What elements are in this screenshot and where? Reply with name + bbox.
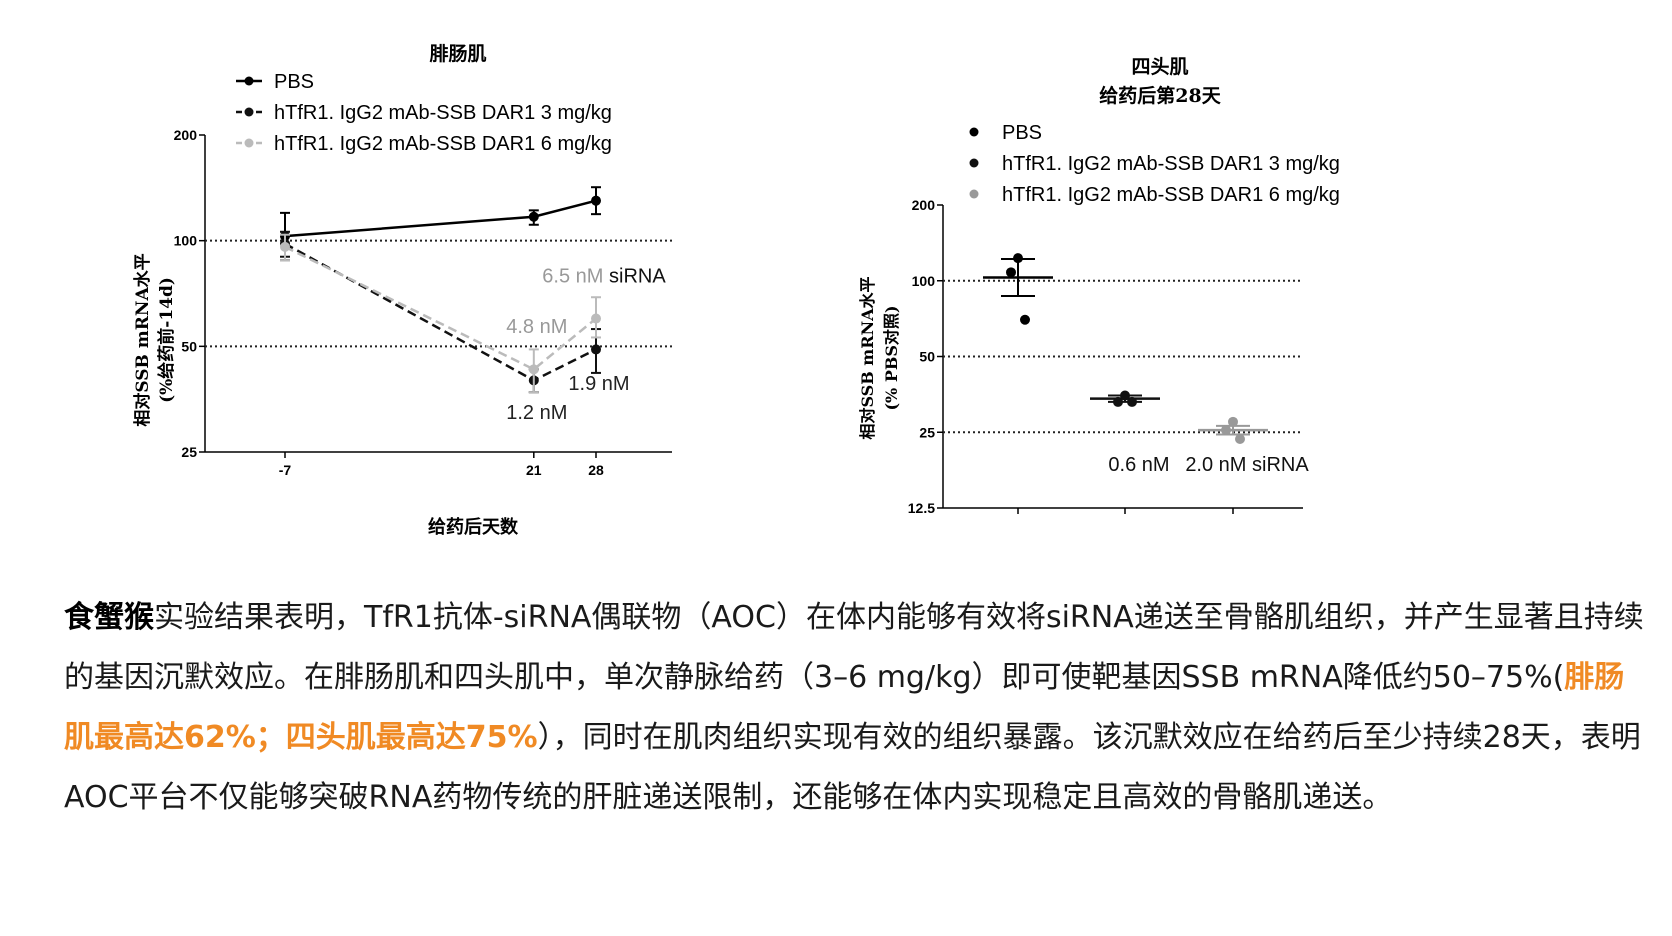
legend-marker	[244, 107, 254, 117]
data-point	[1113, 396, 1123, 407]
y-tick-label: 50	[181, 338, 197, 354]
data-point	[591, 195, 601, 206]
legend-label: PBS	[274, 71, 314, 93]
data-point	[591, 313, 601, 324]
data-point	[1020, 314, 1030, 325]
y-tick-label: 200	[174, 127, 198, 143]
charts-figure: 腓肠肌 200 100 50 25 -7 21 28 PBS hTfR1. IgG2 mAb-…	[132, 43, 1340, 538]
annotations: 6.5 nM siRNA 4.8 nM 1.2 nM1.9 nM	[506, 266, 666, 425]
y-tick-label: 25	[919, 424, 935, 440]
reference-lines	[205, 239, 672, 348]
chart-subtitle: 给药后第28天	[1099, 84, 1221, 107]
x-tick-label: 21	[526, 462, 542, 478]
summary-paragraph: 食蟹猴实验结果表明，TfR1抗体-siRNA偶联物（AOC）在体内能够有效将si…	[64, 588, 1644, 828]
series-line	[284, 245, 597, 371]
legend-marker	[969, 158, 979, 168]
chart-title: 腓肠肌	[429, 43, 486, 65]
annotation: 1.9 nM	[568, 373, 629, 395]
gastrocnemius-chart: 腓肠肌 200 100 50 25 -7 21 28 PBS hTfR1. IgG2 mAb-…	[132, 43, 672, 538]
data-point	[591, 344, 601, 355]
legend: PBS hTfR1. IgG2 mAb-SSB DAR1 3 mg/kg hTfR1…	[969, 122, 1340, 206]
plot-area	[280, 186, 601, 394]
legend-marker	[244, 138, 254, 148]
x-tick-label: -7	[279, 462, 292, 478]
series-line	[284, 199, 597, 238]
legend-label: hTfR1. IgG2 mAb-SSB DAR1 3 mg/kg	[1002, 153, 1340, 175]
y-tick-label: 25	[181, 444, 197, 460]
x-axis-label: 给药后天数	[428, 516, 519, 538]
legend: PBS hTfR1. IgG2 mAb-SSB DAR1 3 mg/kg hTfR1…	[236, 71, 612, 155]
data-point	[528, 364, 539, 375]
y-tick-label: 100	[912, 273, 936, 289]
data-point	[1228, 416, 1238, 427]
summary-text-2: ），同时在肌肉组织实现有效的组织暴露。该沉默效应在给药后至少持续28天，表明AO…	[64, 720, 1641, 815]
legend-label: PBS	[1002, 122, 1042, 144]
annotation-value: 1.2 nM	[506, 402, 567, 424]
chart-title: 四头肌	[1131, 56, 1188, 78]
data-point	[1013, 253, 1023, 264]
annotation: 1.2 nM	[506, 402, 567, 424]
annotations: 0.6 nM 2.0 nM siRNA	[1108, 454, 1309, 476]
legend-label: hTfR1. IgG2 mAb-SSB DAR1 6 mg/kg	[1002, 184, 1340, 206]
data-point	[1235, 434, 1245, 445]
annotation: 0.6 nM	[1108, 454, 1169, 476]
annotation-unit: siRNA	[603, 266, 666, 288]
legend-marker	[969, 189, 979, 199]
annotation-value: 1.9 nM	[568, 373, 629, 395]
y-axis-label: 相对SSB mRNA水平	[858, 276, 877, 439]
y-axis-label-2: (% PBS对照)	[882, 305, 901, 410]
x-tick-label: 28	[588, 462, 604, 478]
annotation-value: 6.5 nM	[542, 266, 603, 288]
plot-area	[983, 253, 1268, 445]
legend-marker	[969, 127, 979, 137]
data-point	[280, 241, 290, 252]
annotation: 4.8 nM	[506, 316, 567, 338]
y-tick-label: 50	[919, 349, 935, 365]
data-point	[528, 211, 539, 222]
data-point	[1221, 425, 1231, 436]
annotation: 2.0 nM siRNA	[1185, 454, 1309, 476]
data-point	[1127, 396, 1137, 407]
summary-text-1: 实验结果表明，TfR1抗体-siRNA偶联物（AOC）在体内能够有效将siRNA…	[64, 600, 1644, 695]
y-axis-label: 相对SSB mRNA水平	[132, 253, 153, 426]
summary-highlight: 腓肠肌最高达62%；四头肌最高达75%	[64, 660, 1625, 755]
legend-label: hTfR1. IgG2 mAb-SSB DAR1 3 mg/kg	[274, 102, 612, 124]
annotation: 6.5 nM siRNA	[542, 266, 666, 288]
legend-marker	[244, 76, 254, 86]
data-point	[1006, 267, 1016, 278]
annotation-value: 4.8 nM	[506, 316, 567, 338]
y-tick-label: 12.5	[908, 500, 935, 516]
y-tick-label: 100	[174, 233, 198, 249]
data-point	[1120, 390, 1130, 401]
y-axis-label-2: (%给药前-14d)	[156, 277, 177, 403]
summary-lead: 食蟹猴	[64, 600, 154, 635]
reference-lines	[943, 279, 1303, 434]
y-tick-label: 200	[912, 197, 936, 213]
series-line	[284, 242, 597, 382]
quadriceps-chart: 四头肌 给药后第28天 200 100 50 25 12.5 PBS hTfR1. IgG…	[858, 56, 1340, 516]
legend-label: hTfR1. IgG2 mAb-SSB DAR1 6 mg/kg	[274, 133, 612, 155]
chart-axes: 200 100 50 25 -7 21 28	[174, 127, 672, 478]
